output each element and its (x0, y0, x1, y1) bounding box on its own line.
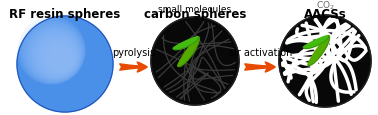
Circle shape (23, 22, 83, 82)
Text: air activation: air activation (228, 48, 292, 58)
Circle shape (17, 17, 113, 112)
Polygon shape (178, 37, 199, 67)
Polygon shape (303, 36, 329, 49)
Circle shape (32, 32, 79, 78)
Text: carbon spheres: carbon spheres (144, 8, 246, 21)
Circle shape (44, 43, 74, 73)
Text: RF resin spheres: RF resin spheres (9, 8, 121, 21)
Circle shape (151, 18, 239, 105)
Circle shape (39, 39, 76, 75)
Circle shape (25, 25, 82, 81)
Circle shape (42, 41, 75, 74)
Circle shape (34, 34, 78, 77)
Text: pyrolysis: pyrolysis (112, 48, 155, 58)
Circle shape (37, 36, 77, 76)
Polygon shape (308, 36, 330, 66)
Text: CO$_2$: CO$_2$ (316, 0, 335, 12)
Circle shape (18, 18, 85, 84)
Polygon shape (173, 37, 198, 50)
Circle shape (30, 29, 80, 79)
Text: small molecules: small molecules (158, 5, 232, 14)
Circle shape (279, 16, 371, 107)
Circle shape (27, 27, 81, 80)
Text: AACSs: AACSs (304, 8, 346, 21)
Circle shape (20, 20, 84, 83)
